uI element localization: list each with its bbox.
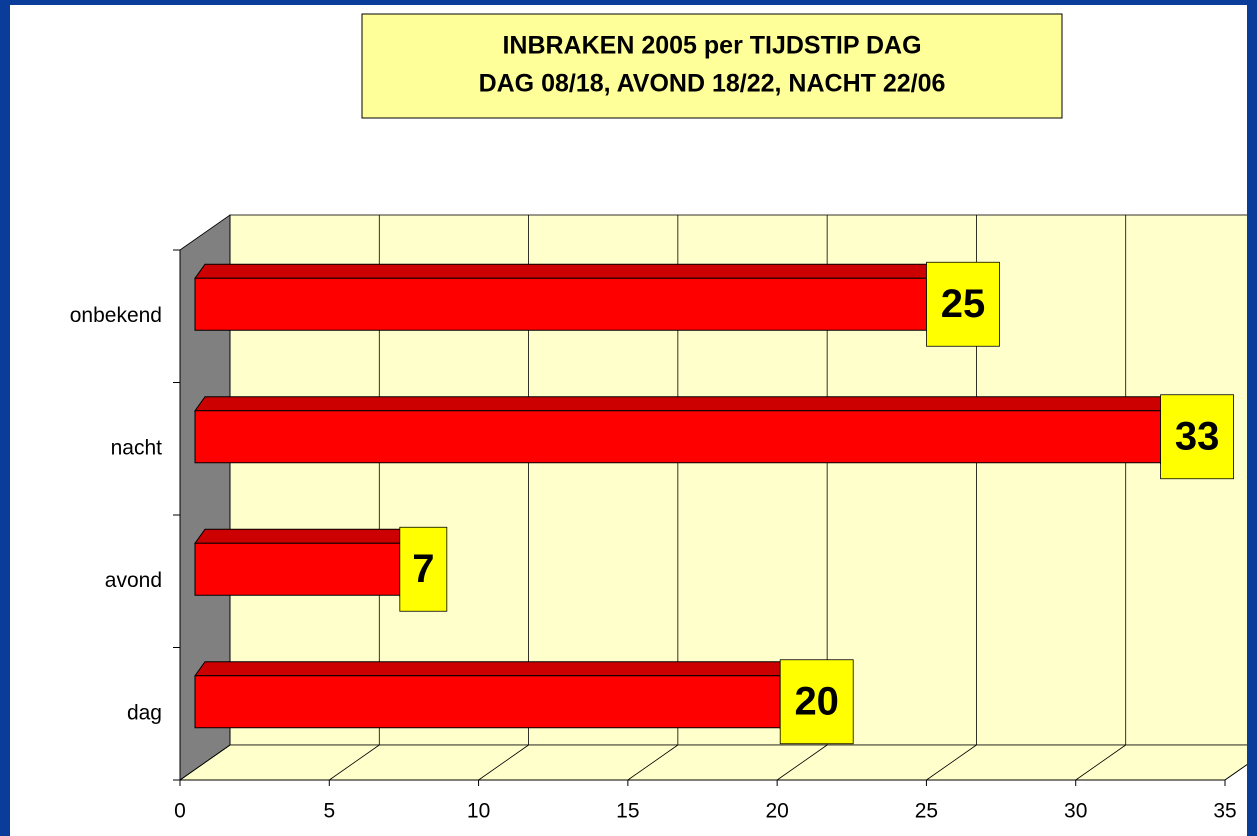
- y-tick-label: avond: [105, 569, 162, 592]
- floor-grid-line: [926, 744, 977, 781]
- bar-top: [194, 263, 938, 279]
- chart-title: INBRAKEN 2005 per TIJDSTIP DAG: [502, 32, 921, 60]
- y-tick-label: dag: [127, 701, 162, 724]
- floor-grid-line: [179, 744, 231, 781]
- floor: [178, 744, 1257, 781]
- floor-grid-line: [627, 744, 679, 781]
- floor-grid-line: [1075, 744, 1126, 781]
- x-tick-label: 0: [174, 800, 186, 823]
- value-label-box: [399, 526, 448, 612]
- value-label: 33: [1175, 414, 1220, 458]
- bar-top: [194, 528, 411, 544]
- bar: [194, 675, 781, 729]
- bar: [194, 542, 401, 596]
- value-label-box: [926, 261, 1000, 347]
- bar: [194, 277, 927, 331]
- y-tick-label: onbekend: [70, 304, 162, 327]
- x-tick-label: 30: [1064, 800, 1087, 823]
- bar: [194, 410, 1162, 464]
- floor-grid-line: [478, 744, 529, 781]
- floor-grid-line: [776, 744, 828, 781]
- value-label: 25: [941, 282, 986, 326]
- chart-subtitle: DAG 08/18, AVOND 18/22, NACHT 22/06: [479, 70, 946, 98]
- floor-grid-line: [329, 744, 380, 781]
- x-tick-label: 25: [915, 800, 938, 823]
- x-tick-label: 35: [1213, 800, 1236, 823]
- x-tick-label: 10: [467, 800, 490, 823]
- x-tick-label: 20: [765, 800, 788, 823]
- title-box: [361, 13, 1063, 119]
- bar-top: [194, 396, 1172, 412]
- value-label-box: [1160, 394, 1234, 480]
- x-tick-label: 15: [616, 800, 639, 823]
- value-label: 7: [412, 547, 434, 591]
- bar-top: [194, 661, 792, 677]
- value-label: 20: [794, 679, 839, 723]
- frame-right: [1247, 0, 1257, 836]
- x-tick-label: 5: [323, 800, 335, 823]
- y-tick-label: nacht: [111, 436, 163, 459]
- value-label-box: [779, 659, 854, 745]
